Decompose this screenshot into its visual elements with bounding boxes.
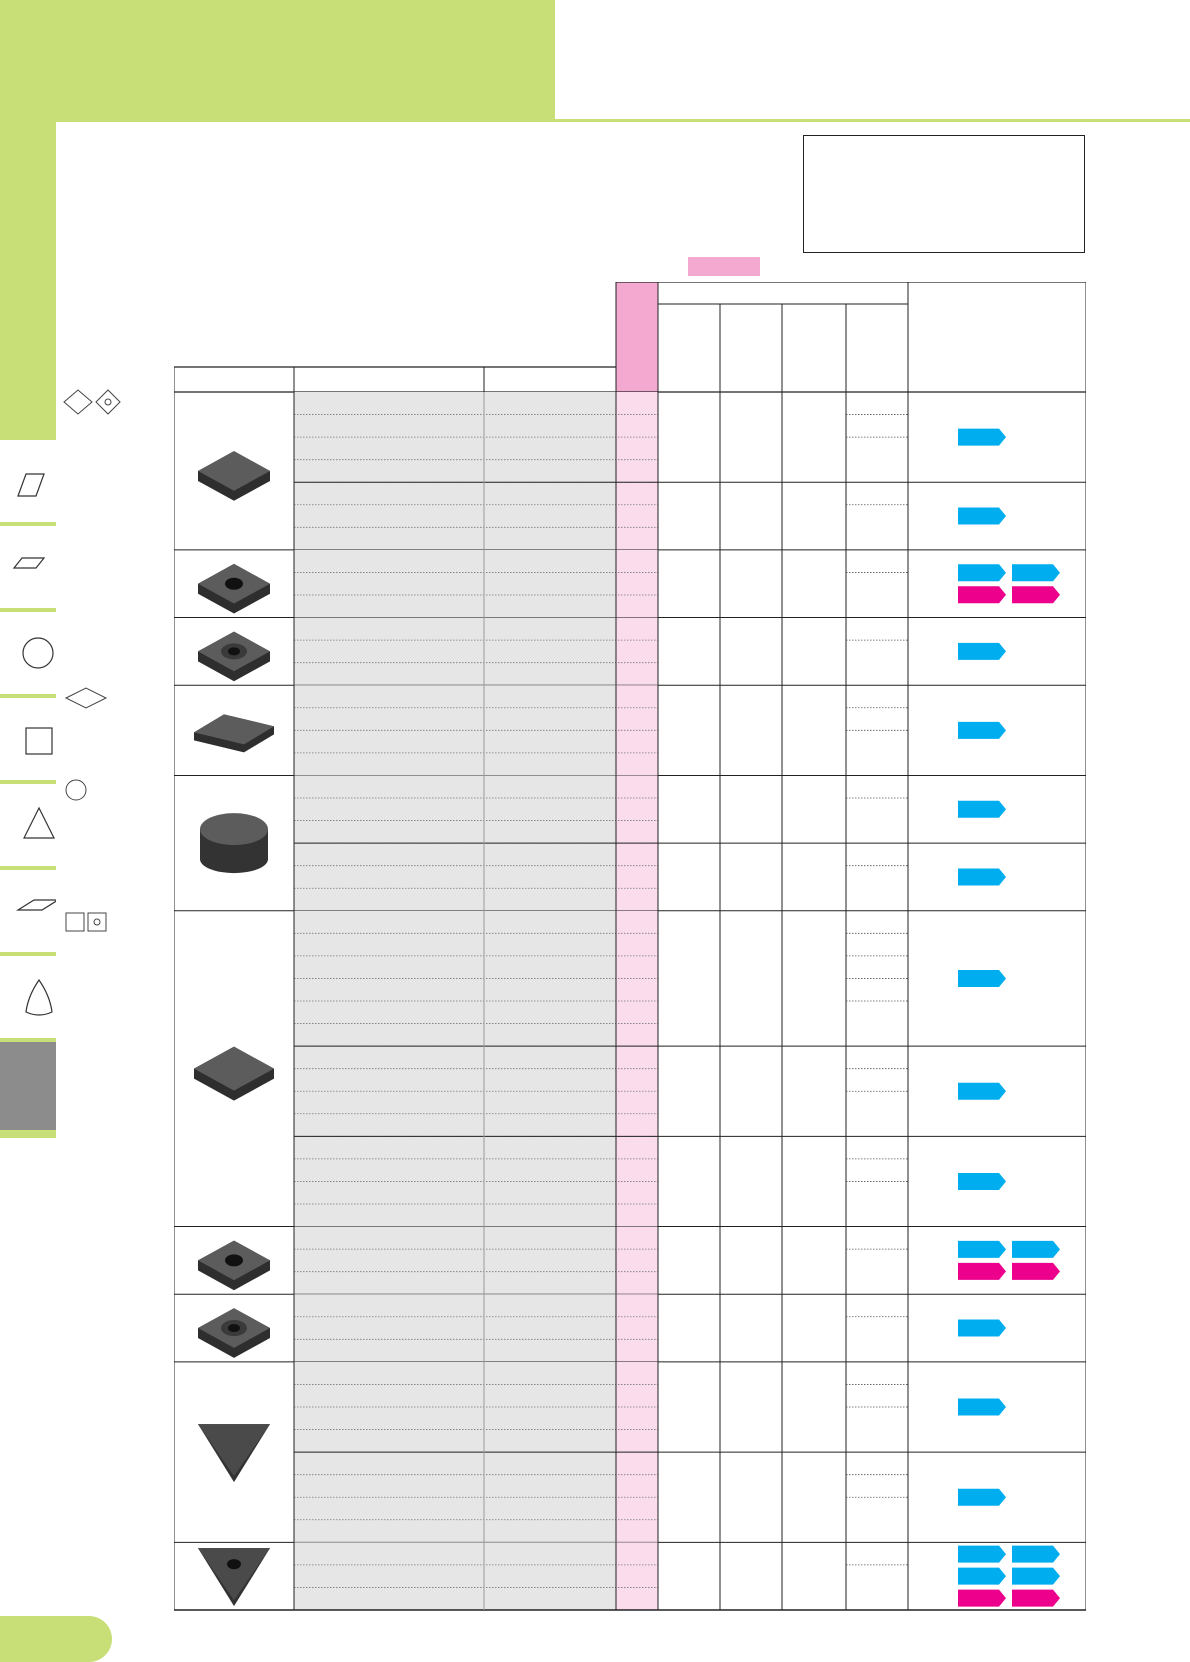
magenta-badge (958, 1589, 1006, 1607)
rhombus-80-icon (17, 473, 45, 497)
header-band (0, 0, 555, 122)
pink-cells (616, 617, 658, 686)
side-tab-1[interactable] (0, 440, 56, 522)
square-insert-large (194, 1046, 274, 1101)
pink-cells (616, 1294, 658, 1362)
blue-badge (958, 1319, 1006, 1337)
square-hole-symbol (87, 912, 107, 932)
square-countersink-insert (198, 631, 270, 682)
rhombus-hole-symbol (95, 389, 121, 415)
model-cells (294, 1542, 616, 1610)
magenta-badge (1012, 586, 1060, 604)
round-icon (22, 637, 54, 669)
side-tab-2[interactable] (0, 526, 56, 608)
blue-badge (958, 868, 1006, 886)
blue-badge (958, 800, 1006, 818)
page-number-badge (0, 1616, 112, 1662)
pink-cells (616, 392, 658, 550)
hole-dot (104, 398, 112, 406)
model-cells (294, 1226, 616, 1295)
model-cells (294, 1294, 616, 1362)
pink-header-cell (616, 282, 658, 392)
parallelogram-icon (12, 557, 46, 569)
blue-badge (958, 1172, 1006, 1190)
pink-cells (616, 549, 658, 618)
square-hole-insert (198, 1240, 270, 1291)
square-symbol (65, 912, 85, 932)
model-cells (294, 549, 616, 618)
square-icon (25, 727, 53, 755)
model-cells (294, 617, 616, 686)
blue-badge (958, 1488, 1006, 1506)
blue-badge (958, 721, 1006, 739)
hole-dot (93, 918, 101, 926)
triangle-insert (198, 1424, 270, 1483)
blue-badge (1012, 1240, 1060, 1258)
blue-badge (1012, 1567, 1060, 1585)
header-rule (555, 119, 1190, 122)
magenta-badge (958, 1262, 1006, 1280)
trigon-icon (25, 978, 53, 1016)
triangle-icon (23, 806, 55, 839)
blue-badge (1012, 564, 1060, 582)
side-tab-3[interactable] (0, 612, 56, 694)
blue-badge (1012, 1545, 1060, 1563)
side-tab-active[interactable] (0, 1042, 56, 1130)
shape-symbols (63, 389, 121, 932)
model-cells (294, 392, 616, 550)
blue-badge (958, 1398, 1006, 1416)
blue-badge (958, 1240, 1006, 1258)
pink-cells (616, 1542, 658, 1610)
blue-badge (958, 642, 1006, 660)
note-box (803, 135, 1085, 253)
triangle-hole-insert (198, 1548, 270, 1607)
rhombus-flat-symbol (64, 687, 108, 709)
blue-badge (958, 507, 1006, 525)
square-countersink-insert (198, 1308, 270, 1358)
legend-chip (688, 257, 760, 276)
blue-badge (958, 564, 1006, 582)
side-tab-6[interactable] (0, 870, 61, 952)
magenta-badge (1012, 1262, 1060, 1280)
blue-badge (958, 1567, 1006, 1585)
side-tab-5[interactable] (0, 784, 56, 866)
rhombus-symbol (63, 389, 93, 415)
blue-badge (958, 969, 1006, 987)
parallelogram-55-icon (15, 899, 61, 911)
blue-badge (958, 1082, 1006, 1100)
square-insert (198, 451, 270, 501)
blue-badge (958, 428, 1006, 446)
insert-table (174, 282, 1086, 1611)
pink-cells (616, 1226, 658, 1295)
blue-badge (958, 1545, 1006, 1563)
square-hole-insert (198, 563, 270, 614)
rhombus-insert (194, 714, 274, 753)
side-tab-7[interactable] (0, 956, 56, 1038)
round-insert (200, 813, 268, 874)
magenta-badge (958, 586, 1006, 604)
magenta-badge (1012, 1589, 1060, 1607)
circle-symbol (65, 779, 87, 801)
side-tab-4[interactable] (0, 698, 56, 780)
